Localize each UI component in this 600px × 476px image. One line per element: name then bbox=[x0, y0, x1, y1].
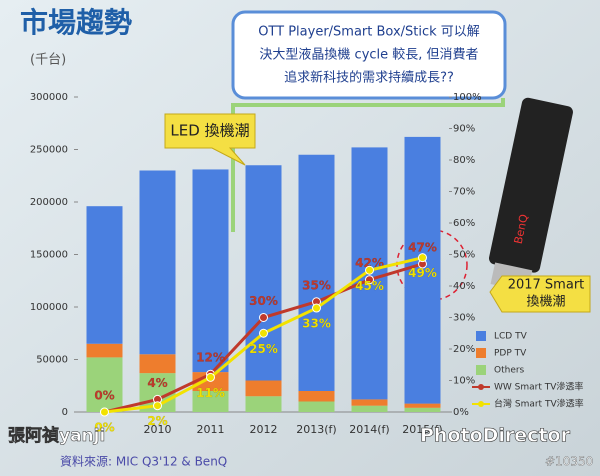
legend-swatch bbox=[476, 348, 486, 358]
data-label: 0% bbox=[94, 389, 114, 403]
legend-label: PDP TV bbox=[494, 349, 527, 359]
x-tick-label: 2015(f) bbox=[402, 423, 442, 436]
callout-text: LED 換機潮 bbox=[170, 122, 249, 140]
bar-segment bbox=[86, 357, 123, 412]
data-label: 30% bbox=[249, 294, 278, 308]
data-label: 11% bbox=[196, 386, 225, 400]
y2-tick-label: 0% bbox=[453, 407, 469, 418]
line-marker bbox=[312, 303, 321, 313]
device-body bbox=[488, 97, 573, 273]
legend-marker bbox=[478, 401, 484, 407]
x-tick-label: 2014(f) bbox=[349, 423, 389, 436]
line-marker bbox=[206, 372, 215, 382]
legend-label: Others bbox=[494, 366, 525, 376]
y-tick-label: 100000 bbox=[30, 302, 68, 313]
x-tick-label: 2010 bbox=[144, 423, 172, 436]
y2-tick-label: 30% bbox=[453, 313, 475, 324]
bar-segment bbox=[298, 391, 335, 402]
line-marker bbox=[418, 253, 427, 263]
callout-text: 2017 Smart bbox=[508, 278, 585, 293]
line-marker bbox=[259, 313, 268, 322]
legend-label: WW Smart TV滲透率 bbox=[494, 381, 583, 393]
legend-label: LCD TV bbox=[494, 332, 528, 342]
x-tick-label: 2011 bbox=[197, 423, 225, 436]
watermark: 張阿禎yanji bbox=[8, 425, 105, 446]
y2-tick-label: 40% bbox=[453, 281, 475, 292]
y-tick-label: 300000 bbox=[30, 92, 68, 103]
y2-tick-label: 70% bbox=[453, 187, 475, 198]
data-label: 0% bbox=[94, 421, 114, 435]
bar-segment bbox=[139, 170, 176, 355]
y2-tick-label: 100% bbox=[453, 92, 482, 103]
y-tick-label: 0 bbox=[62, 407, 68, 418]
bar-segment bbox=[245, 396, 282, 412]
callout-text: OTT Player/Smart Box/Stick 可以解 bbox=[258, 25, 480, 40]
y2-tick-label: 50% bbox=[453, 250, 475, 261]
callout-box bbox=[231, 10, 507, 100]
bar-segment bbox=[351, 399, 388, 406]
line-marker bbox=[365, 275, 374, 285]
bar-segment bbox=[404, 403, 441, 408]
legend-label: 台灣 Smart TV滲透率 bbox=[494, 398, 584, 410]
x-tick-label: 2013(f) bbox=[296, 423, 336, 436]
data-label: 35% bbox=[302, 278, 331, 292]
y-tick-label: 150000 bbox=[30, 250, 68, 261]
plot: 0 50000 100000 150000 200000 250000 300000 0% 10… bbox=[30, 92, 584, 436]
data-label: 45% bbox=[355, 279, 384, 293]
data-label: 2% bbox=[147, 414, 167, 428]
bracket bbox=[231, 98, 505, 232]
watermark: PhotoDirector bbox=[420, 425, 571, 447]
data-label: 47% bbox=[408, 240, 437, 254]
callout-box bbox=[489, 275, 591, 313]
bar-segment bbox=[139, 354, 176, 374]
y-tick-label: 250000 bbox=[30, 145, 68, 156]
line-marker bbox=[365, 265, 374, 275]
slide-title: 市場趨勢 bbox=[20, 6, 132, 39]
legend-marker bbox=[478, 384, 484, 390]
line-marker bbox=[153, 401, 162, 411]
bar-segment bbox=[245, 380, 282, 397]
line-marker bbox=[259, 328, 268, 338]
y2-tick-label: 90% bbox=[453, 124, 475, 135]
callout-box bbox=[164, 113, 256, 166]
y-tick-label: 200000 bbox=[30, 197, 68, 208]
y-axis-unit: (千台) bbox=[30, 53, 66, 68]
legend-swatch bbox=[476, 331, 486, 341]
bar-segment bbox=[86, 343, 123, 358]
data-label: 42% bbox=[355, 256, 384, 270]
data-label: 25% bbox=[249, 342, 278, 356]
bar-segment bbox=[192, 391, 229, 412]
data-label: 4% bbox=[147, 376, 167, 390]
data-label: 33% bbox=[302, 317, 331, 331]
line-marker bbox=[100, 407, 109, 417]
y2-tick-label: 80% bbox=[453, 155, 475, 166]
bar-segment bbox=[192, 169, 229, 373]
callout-text: 換機潮 bbox=[526, 295, 565, 310]
legend-swatch bbox=[476, 365, 486, 375]
source: 資料來源: MIC Q3'12 & BenQ bbox=[60, 455, 227, 469]
bar-segment bbox=[404, 136, 441, 404]
bar-segment bbox=[351, 405, 388, 412]
data-label: 12% bbox=[196, 351, 225, 365]
y2-tick-label: 60% bbox=[453, 218, 475, 229]
y2-tick-label: 10% bbox=[453, 376, 475, 387]
bar-segment bbox=[298, 401, 335, 412]
bar-segment bbox=[86, 206, 123, 344]
data-label: 49% bbox=[408, 266, 437, 280]
product-label: BenQ bbox=[512, 213, 531, 245]
y-tick-label: 50000 bbox=[36, 355, 68, 366]
watermark: #10350 bbox=[545, 455, 593, 469]
callout-text: 決大型液晶換機 cycle 較長, 但消費者 bbox=[259, 48, 478, 63]
callout-text: 追求新科技的需求持續成長?? bbox=[284, 70, 454, 86]
bar-segment bbox=[298, 154, 335, 391]
y2-tick-label: 20% bbox=[453, 344, 475, 355]
bar-segment bbox=[404, 407, 441, 412]
x-tick-label: 2012 bbox=[250, 423, 278, 436]
